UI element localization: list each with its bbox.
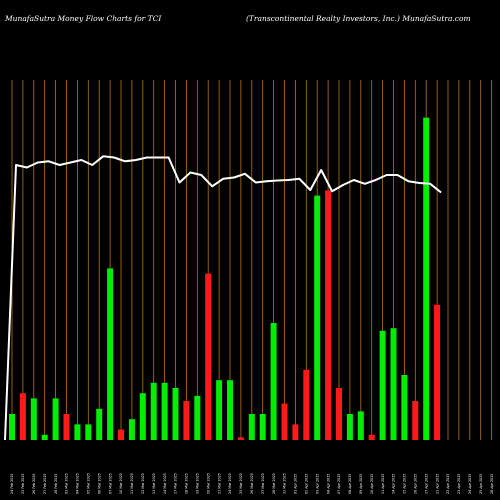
x-tick-label: 22 Apr 2025 (446, 474, 450, 494)
volume-bar (52, 398, 59, 440)
x-tick-label: 18 Mar 2025 (185, 473, 189, 494)
x-tick-label: 09 Apr 2025 (359, 474, 363, 494)
x-tick-label: 27 Mar 2025 (261, 473, 265, 494)
x-tick-label: 28 Feb 2025 (54, 473, 58, 494)
x-tick-label: 13 Mar 2025 (152, 473, 156, 494)
x-tick-label: 07 Apr 2025 (337, 474, 341, 494)
x-tick-label: 17 Mar 2025 (174, 473, 178, 494)
x-tick-label: 17 Apr 2025 (424, 474, 428, 494)
chart-title-left: MunafaSutra Money Flow Charts for TCI (4, 14, 162, 23)
volume-bar (205, 273, 212, 440)
x-tick-label: 28 Mar 2025 (272, 473, 276, 494)
x-tick-label: 25 Mar 2025 (239, 473, 243, 494)
volume-bar (314, 195, 321, 440)
volume-bar (281, 403, 288, 440)
x-tick-label: 03 Apr 2025 (315, 474, 319, 494)
volume-bar (379, 330, 386, 440)
volume-bar (390, 328, 397, 440)
volume-bar (63, 414, 70, 440)
x-tick-label: 10 Apr 2025 (370, 474, 374, 494)
volume-bar (237, 437, 244, 440)
x-tick-label: 21 Apr 2025 (435, 474, 439, 494)
volume-bar (161, 382, 168, 440)
volume-bar (303, 369, 310, 440)
volume-bar (118, 429, 124, 440)
x-tick-label: 02 Apr 2025 (305, 474, 309, 494)
x-tick-label: 11 Apr 2025 (381, 474, 385, 494)
x-tick-label: 26 Feb 2025 (32, 473, 36, 494)
volume-bar (194, 395, 201, 440)
x-tick-label: 03 Mar 2025 (65, 473, 69, 494)
volume-bar (401, 375, 408, 440)
x-tick-label: 26 Mar 2025 (250, 473, 254, 494)
x-tick-label: 14 Apr 2025 (392, 474, 396, 494)
volume-bar (216, 380, 223, 440)
volume-bar (227, 380, 233, 440)
volume-bar (74, 424, 81, 440)
volume-bar (346, 414, 353, 440)
volume-bar (434, 304, 441, 440)
volume-bar (357, 411, 364, 440)
x-tick-label: 24 Mar 2025 (228, 473, 232, 494)
volume-bar (270, 323, 277, 440)
x-tick-label: 12 Mar 2025 (141, 473, 145, 494)
x-tick-label: 01 Apr 2025 (294, 474, 298, 494)
volume-bars (9, 117, 441, 440)
x-tick-label: 21 Mar 2025 (217, 473, 221, 494)
volume-bar (150, 382, 157, 440)
x-tick-label: 11 Mar 2025 (130, 473, 134, 494)
volume-bar (107, 268, 114, 440)
x-tick-labels: 24 Feb 2025 25 Feb 2025 26 Feb 2025 27 Feb … (10, 473, 494, 494)
volume-bar (248, 414, 255, 440)
x-tick-label: 25 Apr 2025 (479, 474, 483, 494)
volume-bar (96, 408, 103, 440)
x-tick-label: 24 Feb 2025 (10, 473, 14, 494)
volume-bar (19, 393, 26, 440)
x-tick-label: 10 Mar 2025 (119, 473, 123, 494)
x-tick-label: 04 Apr 2025 (326, 474, 330, 494)
volume-bar (41, 434, 48, 440)
volume-bar (139, 393, 146, 440)
volume-bar (85, 424, 92, 440)
x-tick-label: 08 Apr 2025 (348, 474, 352, 494)
volume-bar (30, 398, 37, 440)
x-tick-label: 23 Apr 2025 (457, 474, 461, 494)
volume-bar (183, 401, 190, 440)
chart-title-right: (Transcontinental Realty Investors, Inc.… (246, 14, 471, 23)
x-tick-label: 07 Mar 2025 (108, 473, 112, 494)
x-tick-label: 28 Apr 2025 (490, 474, 494, 494)
x-tick-label: 20 Mar 2025 (206, 473, 210, 494)
volume-bar (368, 434, 375, 440)
volume-bar (336, 388, 342, 440)
x-tick-label: 05 Mar 2025 (87, 473, 91, 494)
money-flow-line (4, 155, 442, 441)
x-tick-label: 06 Mar 2025 (97, 473, 101, 494)
x-tick-label: 15 Apr 2025 (403, 474, 407, 494)
volume-bar (412, 401, 419, 440)
x-tick-label: 25 Feb 2025 (21, 473, 25, 494)
x-tick-label: 16 Apr 2025 (414, 474, 418, 494)
x-tick-label: 24 Apr 2025 (468, 474, 472, 494)
volume-bar (292, 424, 299, 440)
volume-bar (128, 419, 135, 440)
volume-bar (325, 190, 332, 440)
x-tick-label: 14 Mar 2025 (163, 473, 167, 494)
volume-bar (9, 414, 15, 440)
volume-bar (259, 414, 266, 440)
x-tick-label: 27 Feb 2025 (43, 473, 47, 494)
volume-bar (423, 117, 430, 440)
x-tick-label: 04 Mar 2025 (76, 473, 80, 494)
x-tick-label: 19 Mar 2025 (196, 473, 200, 494)
x-tick-label: 31 Mar 2025 (283, 473, 287, 494)
volume-bar (172, 388, 179, 440)
